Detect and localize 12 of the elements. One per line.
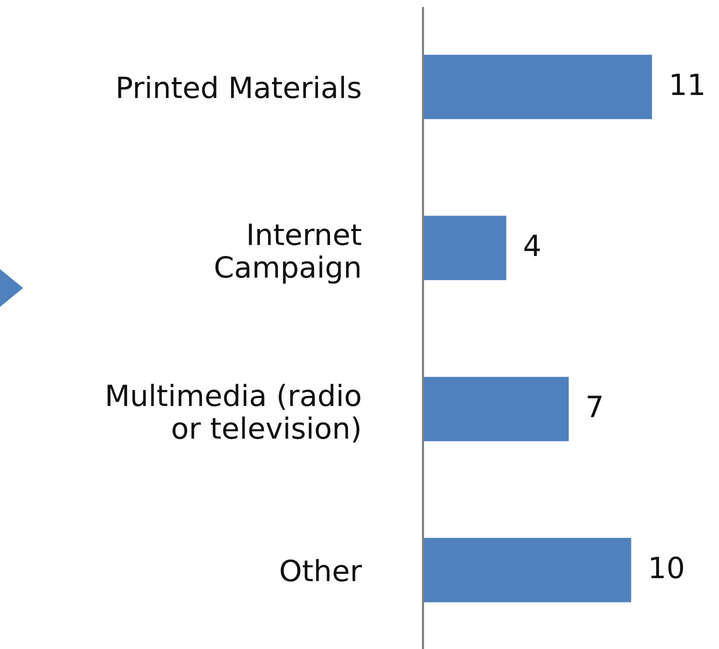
data-label: 11 [672,74,704,95]
y-tick-label: Multimedia (radio or television) [108,384,360,442]
data-label: 7 [588,396,602,418]
bar [423,216,506,280]
y-tick-label: Printed Materials [118,76,360,98]
y-tick-label: Other [280,559,362,582]
data-label: 10 [651,556,684,579]
bar [423,376,569,442]
bar [423,54,652,120]
y-tick-label: Internet Campaign [215,224,362,284]
data-label: 4 [524,234,540,256]
bar [423,538,632,602]
